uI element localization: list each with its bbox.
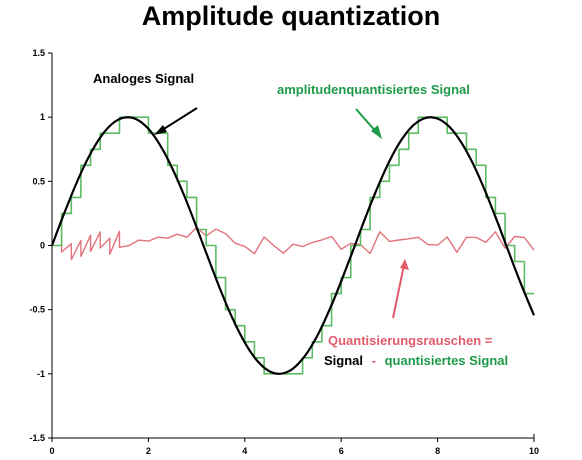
y-tick-label: 1.5 (32, 48, 45, 58)
x-tick-label: 6 (339, 446, 344, 456)
analog-signal-label: Analoges Signal (93, 71, 194, 86)
analog-signal-arrow (158, 107, 198, 133)
analog-series (50, 116, 536, 375)
y-tick-label: 0.5 (32, 176, 45, 186)
chart-title: Amplitude quantization (142, 1, 440, 31)
noise-arrow (392, 264, 405, 319)
noise-arrowhead (400, 259, 409, 270)
y-tick-label: 0 (40, 241, 45, 251)
x-tick-label: 0 (49, 446, 54, 456)
y-tick-label: 1 (40, 112, 45, 122)
y-tick-label: -1 (37, 369, 45, 379)
analog-signal-arrowhead (154, 125, 167, 135)
annotations: Analoges Signal amplitudenquantisiertes … (93, 71, 508, 368)
quantized-signal-arrowhead (371, 125, 382, 139)
x-axis-ticks: 0 2 4 6 8 10 (49, 438, 539, 456)
noise-series (51, 219, 535, 261)
x-tick-label: 4 (242, 446, 247, 456)
series-layer (50, 116, 536, 375)
quantized-signal-label: amplitudenquantisiertes Signal (277, 82, 470, 97)
y-tick-label: -1.5 (29, 433, 45, 443)
noise-formula-quantized: quantisiertes Signal (385, 353, 509, 368)
y-tick-label: -0.5 (29, 305, 45, 315)
noise-formula-dash: - (372, 353, 376, 368)
noise-formula: Signal - quantisiertes Signal (324, 353, 508, 368)
x-tick-label: 10 (529, 446, 539, 456)
quantized-series (52, 116, 534, 375)
noise-label: Quantisierungsrauschen = (328, 333, 493, 348)
noise-formula-signal: Signal (324, 353, 363, 368)
x-tick-label: 8 (435, 446, 440, 456)
y-axis-ticks: 1.5 1 0.5 0 -0.5 -1 -1.5 (29, 48, 52, 443)
x-tick-label: 2 (146, 446, 151, 456)
